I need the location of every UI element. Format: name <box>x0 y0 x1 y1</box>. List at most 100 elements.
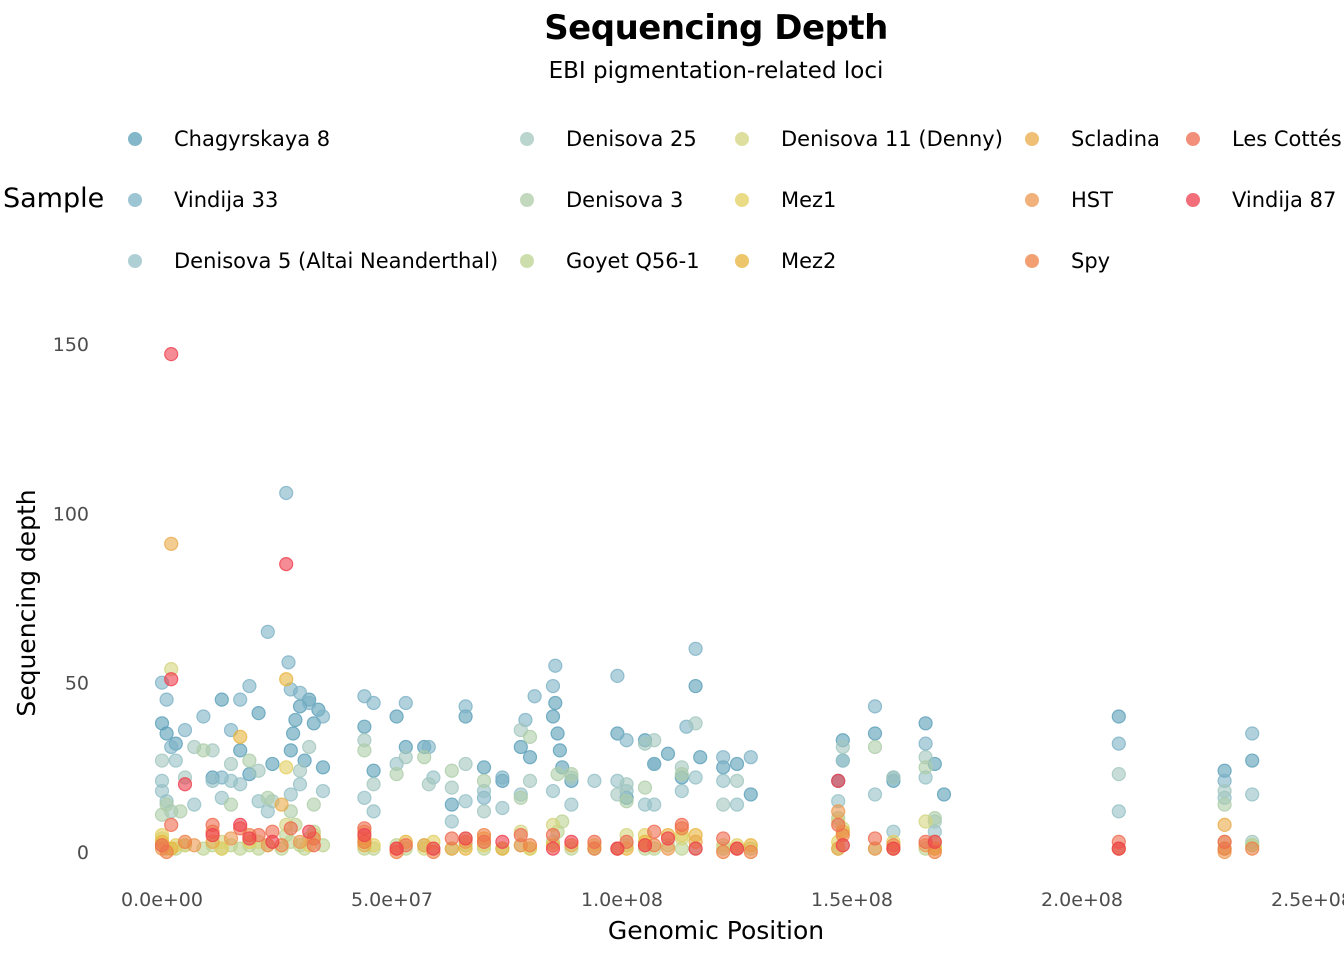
data-point <box>688 716 703 731</box>
data-point <box>292 777 308 792</box>
legend-item: Denisova 3 <box>520 185 683 215</box>
legend-marker <box>1186 193 1200 207</box>
legend-marker <box>520 254 534 268</box>
data-point <box>292 685 308 700</box>
series-denisova-25 <box>154 716 1260 849</box>
data-point <box>522 773 538 788</box>
x-tick-label: 5.0e+07 <box>351 889 433 911</box>
data-point <box>688 678 703 694</box>
data-point <box>1111 841 1126 856</box>
data-point <box>242 831 257 846</box>
data-point <box>552 743 568 758</box>
legend-label: Denisova 3 <box>566 188 684 212</box>
data-point <box>426 841 441 856</box>
data-point <box>251 706 266 721</box>
data-point <box>223 831 239 846</box>
data-point <box>444 797 459 812</box>
data-point <box>1111 804 1126 819</box>
y-axis-ticks: 0 50 100 150 <box>53 334 89 864</box>
legend-item: HST <box>1025 185 1113 215</box>
data-point <box>548 658 563 673</box>
data-point <box>637 780 653 795</box>
data-point <box>173 804 188 819</box>
legend-item: Mez2 <box>735 246 836 276</box>
y-tick-label: 150 <box>53 334 89 356</box>
data-point <box>936 787 952 802</box>
x-axis-ticks: 0.0e+00 5.0e+07 1.0e+08 1.5e+08 2.0e+08 2.5e+… <box>121 889 1344 911</box>
legend-marker <box>128 132 142 146</box>
data-point <box>205 773 220 788</box>
data-point <box>647 733 662 748</box>
data-point <box>867 739 883 755</box>
data-point <box>177 777 193 792</box>
data-point <box>495 800 510 816</box>
legend-label: Vindija 33 <box>174 188 279 212</box>
data-point <box>1111 736 1126 751</box>
data-point <box>550 767 565 782</box>
data-point <box>867 726 883 741</box>
data-point <box>1217 783 1232 799</box>
data-point <box>168 753 183 768</box>
data-point <box>265 834 280 849</box>
data-point <box>279 485 294 501</box>
data-point <box>545 678 561 694</box>
data-point <box>154 838 170 853</box>
data-point <box>660 831 676 846</box>
data-point <box>743 787 758 802</box>
data-point <box>610 668 625 683</box>
data-point <box>315 709 331 724</box>
data-point <box>674 783 689 799</box>
data-point <box>306 838 321 853</box>
legend-marker <box>128 193 142 207</box>
legend-label: Mez2 <box>781 249 837 273</box>
data-point <box>260 790 275 805</box>
data-point <box>398 695 413 711</box>
data-point <box>233 777 248 792</box>
data-point <box>281 655 296 670</box>
legend-label: Denisova 11 (Denny) <box>781 127 1003 151</box>
chart-title: Sequencing Depth <box>544 8 888 48</box>
data-point <box>444 763 459 778</box>
data-point <box>233 692 248 707</box>
legend-title: Sample <box>3 183 105 214</box>
data-point <box>458 831 473 846</box>
data-point <box>233 729 248 744</box>
legend-label: Vindija 87 <box>1232 188 1337 212</box>
data-point <box>476 834 492 849</box>
data-point <box>242 678 257 694</box>
legend-marker <box>1025 254 1039 268</box>
data-point <box>729 841 745 856</box>
data-point <box>279 672 294 687</box>
data-point <box>619 733 634 748</box>
data-point <box>527 689 542 704</box>
legend-item: Denisova 25 <box>520 124 697 154</box>
data-point <box>674 767 689 782</box>
data-point <box>513 739 528 755</box>
data-point <box>476 760 492 775</box>
data-point <box>315 783 331 799</box>
data-point <box>545 709 561 724</box>
data-point <box>619 777 634 792</box>
data-point <box>357 743 372 758</box>
x-tick-label: 2.5e+08 <box>1271 889 1344 911</box>
legend-marker <box>1025 193 1039 207</box>
data-point <box>357 827 372 843</box>
data-point <box>476 773 492 788</box>
data-point <box>1111 709 1126 724</box>
data-point <box>159 726 174 741</box>
data-point <box>550 726 565 741</box>
data-point <box>421 777 436 792</box>
legend-marker <box>735 193 749 207</box>
legend-item: Mez1 <box>735 185 836 215</box>
data-point <box>196 743 211 758</box>
data-point <box>444 780 459 795</box>
data-point <box>716 797 731 812</box>
data-point <box>729 773 745 788</box>
data-point <box>522 729 538 744</box>
data-point <box>279 760 294 775</box>
data-point <box>831 817 846 833</box>
data-point <box>918 760 933 775</box>
legend-label: Mez1 <box>781 188 837 212</box>
legend-item: Spy <box>1025 246 1110 276</box>
